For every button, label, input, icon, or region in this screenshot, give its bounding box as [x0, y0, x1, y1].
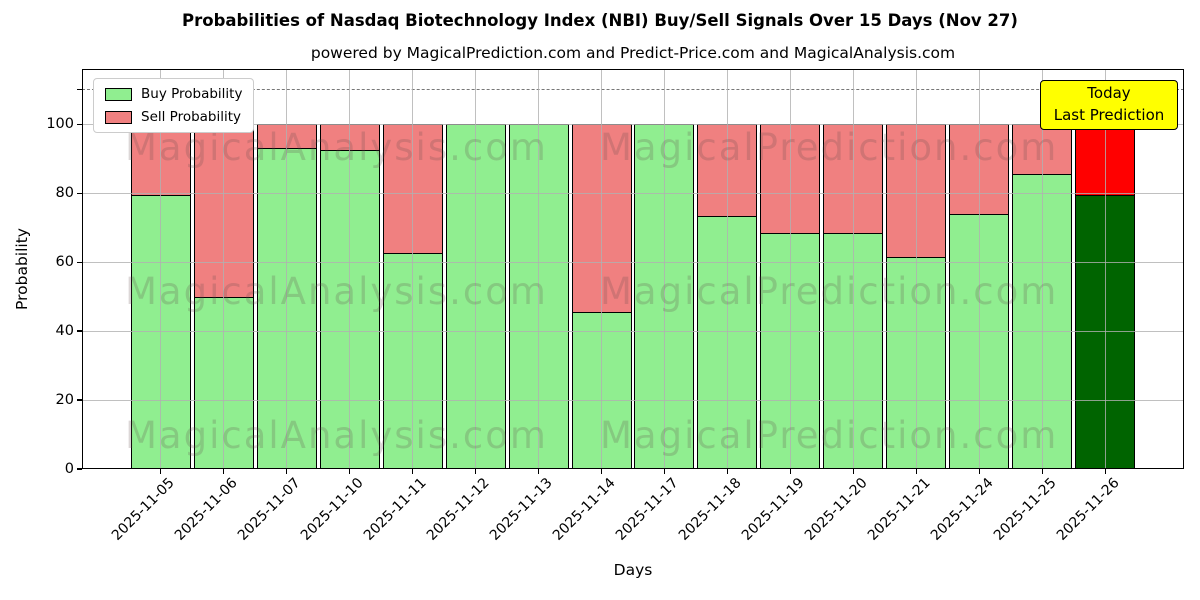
y-tick-mark [77, 89, 82, 91]
watermark-analysis: MagicalAnalysis.com [125, 414, 548, 457]
legend-item-sell: Sell Probability [105, 109, 242, 125]
chart-title: Probabilities of Nasdaq Biotechnology In… [182, 11, 1018, 30]
v-gridline [726, 69, 728, 469]
y-axis-label: Probability [13, 228, 31, 310]
x-tick-mark [223, 469, 225, 474]
y-tick-label: 100 [46, 116, 74, 133]
v-gridline [160, 69, 162, 469]
x-tick-mark [537, 469, 540, 474]
y-tick-label: 80 [55, 185, 74, 202]
x-tick-label: 2025-11-24 [927, 475, 997, 544]
x-tick-label: 2025-11-21 [864, 475, 934, 544]
x-tick-label: 2025-11-17 [612, 475, 682, 544]
h-gridline-20 [82, 399, 1184, 401]
x-tick-label: 2025-11-25 [990, 475, 1060, 544]
legend-label-sell: Sell Probability [141, 109, 242, 125]
x-tick-label: 2025-11-07 [235, 475, 304, 544]
annotation-line-1: Today [1087, 84, 1131, 102]
today-annotation: Today Last Prediction [1040, 80, 1178, 130]
watermark-prediction: MagicalPrediction.com [600, 126, 1059, 169]
watermark-prediction: MagicalPrediction.com [600, 414, 1059, 457]
x-tick-label: 2025-11-13 [487, 475, 556, 544]
v-gridline [475, 69, 477, 469]
x-tick-label: 2025-11-20 [801, 475, 871, 544]
watermark-prediction: MagicalPrediction.com [600, 270, 1059, 313]
v-gridline [349, 69, 351, 469]
x-tick-label: 2025-11-19 [738, 475, 808, 544]
x-tick-label: 2025-11-05 [109, 475, 179, 544]
x-tick-mark [474, 469, 477, 474]
x-tick-mark [915, 469, 918, 474]
y-tick-mark [77, 468, 82, 470]
x-tick-mark [600, 469, 603, 474]
legend-item-buy: Buy Probability [105, 86, 242, 102]
y-tick-mark [77, 192, 82, 194]
x-tick-mark [663, 469, 666, 474]
buy-probability-swatch [105, 87, 132, 101]
y-tick-label: 0 [64, 461, 74, 477]
v-gridline [663, 69, 665, 469]
x-tick-label: 2025-11-14 [549, 475, 619, 544]
y-tick-mark [77, 330, 82, 332]
annotation-line-2: Last Prediction [1053, 105, 1165, 124]
h-gridline-80 [82, 192, 1184, 194]
x-tick-mark [978, 469, 981, 474]
h-gridline-60 [82, 261, 1184, 263]
h-gridline-100 [82, 123, 1184, 125]
v-gridline [601, 69, 602, 469]
x-tick-label: 2025-11-26 [1053, 475, 1123, 544]
plot-border [82, 69, 1184, 469]
v-gridline [538, 69, 540, 469]
x-tick-mark [789, 469, 792, 474]
x-tick-label: 2025-11-18 [675, 475, 745, 544]
x-tick-label: 2025-11-12 [424, 475, 493, 544]
x-tick-mark [852, 469, 855, 474]
v-gridline [978, 69, 980, 469]
y-tick-mark [77, 399, 82, 401]
v-gridline [286, 69, 288, 469]
y-tick-mark [77, 123, 82, 125]
y-tick-mark [77, 261, 82, 263]
h-gridline-40 [82, 330, 1184, 332]
legend-label-buy: Buy Probability [141, 86, 243, 102]
x-tick-label: 2025-11-11 [361, 475, 430, 544]
legend: Buy Probability Sell Probability [93, 78, 255, 133]
x-tick-mark [349, 469, 351, 474]
v-gridline [789, 69, 791, 469]
y-tick-label: 20 [55, 392, 74, 409]
v-gridline [1041, 69, 1043, 469]
sell-probability-swatch [105, 110, 132, 124]
y-tick-label: 40 [55, 323, 74, 340]
x-axis-label: Days [613, 561, 653, 579]
y-tick-label: 60 [55, 254, 74, 271]
dashed-threshold-line [82, 88, 1184, 90]
chart-subtitle: powered by MagicalPrediction.com and Pre… [310, 44, 956, 62]
x-tick-label: 2025-11-06 [172, 475, 242, 544]
v-gridline [1104, 69, 1106, 469]
watermark-analysis: MagicalAnalysis.com [125, 270, 548, 313]
v-gridline [412, 69, 414, 469]
x-tick-mark [726, 469, 729, 474]
x-tick-mark [1104, 469, 1106, 474]
x-tick-mark [1041, 469, 1043, 474]
x-tick-label: 2025-11-10 [298, 475, 367, 544]
watermark-analysis: MagicalAnalysis.com [125, 126, 548, 169]
x-tick-mark [160, 469, 162, 474]
v-gridline [852, 69, 854, 469]
x-tick-mark [286, 469, 288, 474]
v-gridline [223, 69, 225, 469]
v-gridline [915, 69, 917, 469]
x-tick-mark [412, 469, 414, 474]
